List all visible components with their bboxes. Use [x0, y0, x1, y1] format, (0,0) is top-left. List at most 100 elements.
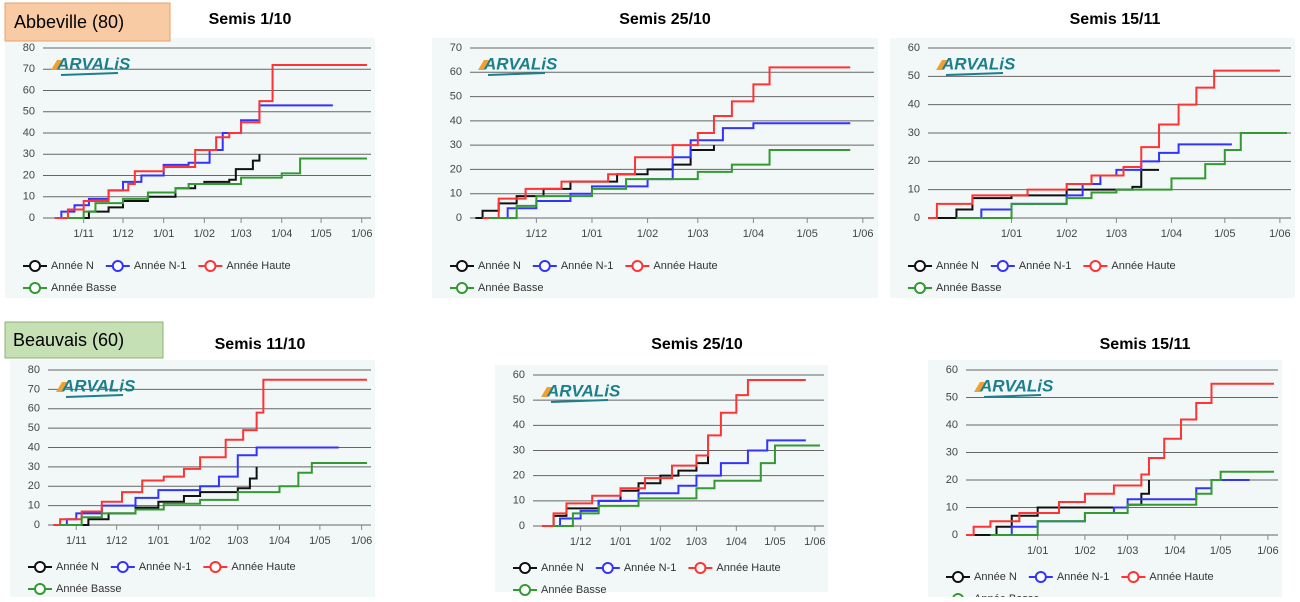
legend-marker: [209, 561, 222, 573]
legend-label: Année N-1: [134, 260, 187, 272]
y-tick-label: 40: [946, 419, 958, 431]
logo-mark: [56, 382, 68, 392]
y-tick-label: 0: [456, 212, 462, 224]
chart-title: Semis 1/10: [209, 11, 292, 28]
y-tick-label: 70: [450, 42, 462, 54]
y-tick-label: 40: [23, 127, 35, 139]
legend-label: Année N: [478, 260, 521, 272]
x-tick-label: 1/04: [1164, 545, 1185, 557]
x-tick-label: 1/05: [310, 228, 331, 240]
y-tick-label: 30: [908, 127, 920, 139]
series-line: [928, 69, 1280, 219]
series-line: [973, 480, 1150, 536]
x-tick-label: 1/03: [686, 536, 707, 548]
y-tick-label: 0: [519, 520, 525, 532]
legend-label: Année Basse: [541, 584, 606, 596]
legend-marker: [631, 260, 644, 272]
y-tick-label: 10: [908, 184, 920, 196]
legend-marker: [34, 583, 46, 595]
legend-marker: [34, 561, 46, 573]
y-tick-label: 30: [946, 446, 958, 458]
x-tick-label: 1/03: [1106, 228, 1127, 240]
location-box: [4, 321, 164, 359]
legend-marker: [601, 562, 614, 574]
x-tick-label: 1/04: [269, 535, 290, 547]
legend-marker: [1034, 571, 1047, 583]
series-line: [990, 479, 1250, 536]
legend-label: Année Haute: [1149, 571, 1213, 583]
x-tick-label: 1/02: [650, 536, 671, 548]
legend-label: Année N: [936, 260, 979, 272]
series-line: [553, 444, 820, 527]
y-tick-label: 40: [28, 441, 40, 453]
series-line: [60, 462, 367, 526]
legend-marker: [29, 282, 41, 294]
y-tick-label: 70: [28, 383, 40, 395]
y-tick-label: 80: [28, 364, 40, 376]
series-line: [542, 450, 710, 527]
y-tick-label: 60: [450, 66, 462, 78]
series-line: [67, 154, 261, 219]
x-tick-label: 1/04: [743, 228, 764, 240]
legend-marker: [952, 571, 964, 583]
x-tick-label: 1/12: [570, 536, 591, 548]
legend-label: Année Haute: [226, 260, 290, 272]
y-tick-label: 20: [946, 474, 958, 486]
y-tick-label: 40: [450, 115, 462, 127]
legend-label: Année Haute: [1111, 260, 1175, 272]
x-tick-label: 1/04: [1161, 228, 1182, 240]
x-tick-label: 1/03: [687, 228, 708, 240]
y-tick-label: 10: [946, 501, 958, 513]
location-box: [4, 2, 171, 42]
series-line: [67, 157, 367, 219]
legend-label: Année Haute: [231, 561, 295, 573]
legend-label: Année N-1: [624, 562, 677, 574]
location-label: Abbeville (80): [14, 12, 124, 32]
y-tick-label: 10: [450, 188, 462, 200]
legend-marker: [29, 260, 41, 272]
y-tick-label: 50: [28, 422, 40, 434]
y-tick-label: 60: [513, 369, 525, 381]
logo-swoosh: [487, 72, 546, 76]
x-tick-label: 1/04: [271, 228, 292, 240]
x-tick-label: 1/01: [1027, 545, 1048, 557]
legend-label: Année N: [51, 260, 94, 272]
legend-label: Année Basse: [478, 282, 543, 294]
y-tick-label: 20: [908, 155, 920, 167]
chart-title: Semis 25/10: [651, 336, 743, 353]
legend-marker: [1127, 571, 1140, 583]
x-tick-label: 1/06: [351, 228, 372, 240]
legend-marker: [116, 561, 129, 573]
y-tick-label: 60: [28, 403, 40, 415]
y-tick-label: 20: [513, 470, 525, 482]
x-tick-label: 1/01: [1001, 228, 1022, 240]
x-tick-label: 1/11: [73, 228, 94, 240]
series-line: [542, 379, 806, 527]
series-line: [66, 466, 258, 526]
x-tick-label: 1/03: [230, 228, 251, 240]
x-tick-label: 1/12: [112, 228, 133, 240]
x-tick-label: 1/05: [797, 228, 818, 240]
logo-swoosh: [60, 72, 119, 76]
legend-label: Année N-1: [1019, 260, 1072, 272]
logo-swoosh: [550, 399, 609, 403]
y-tick-label: 10: [23, 191, 35, 203]
legend-marker: [996, 260, 1009, 272]
x-tick-label: 1/02: [637, 228, 658, 240]
legend-label: Année N: [974, 571, 1017, 583]
legend-label: Année N: [56, 561, 99, 573]
logo-mark: [541, 387, 553, 397]
legend-marker: [456, 282, 468, 294]
series-line: [489, 122, 851, 219]
y-tick-label: 50: [513, 394, 525, 406]
y-tick-label: 60: [908, 42, 920, 54]
x-tick-label: 1/05: [764, 536, 785, 548]
x-tick-label: 1/06: [1269, 228, 1290, 240]
legend-label: Année N-1: [139, 561, 192, 573]
legend-marker: [519, 562, 531, 574]
x-tick-label: 1/02: [1074, 545, 1095, 557]
legend-label: Année N: [541, 562, 584, 574]
logo-mark: [936, 60, 948, 70]
logo-swoosh: [65, 394, 124, 398]
y-tick-label: 50: [23, 106, 35, 118]
